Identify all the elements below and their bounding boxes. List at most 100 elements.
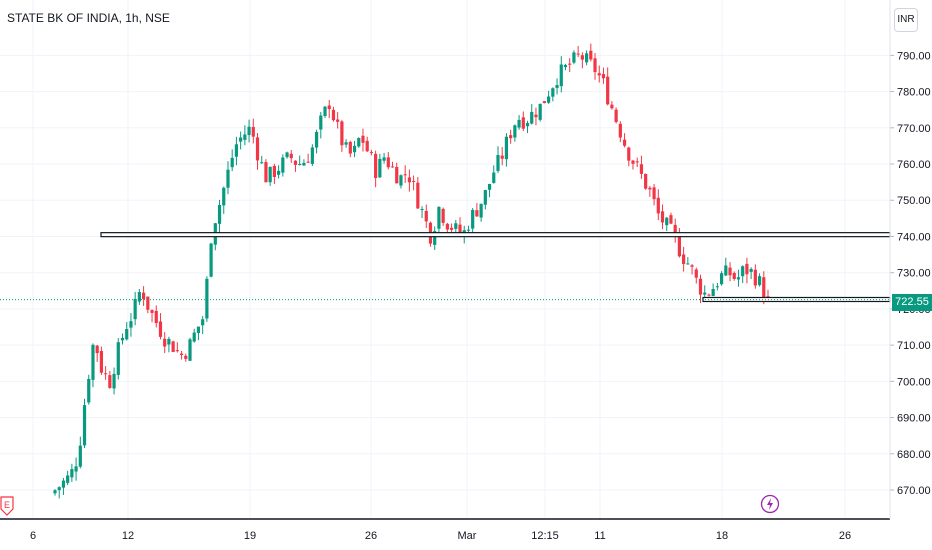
candle-body <box>576 53 580 55</box>
candle-body <box>412 180 416 182</box>
x-tick-label: 26 <box>365 530 377 542</box>
candle-body <box>369 152 374 154</box>
candle-body <box>534 114 538 118</box>
candle-body <box>175 350 179 352</box>
candle-body <box>87 378 91 403</box>
candle-body <box>251 127 255 137</box>
x-tick-label: 12:15 <box>531 530 559 542</box>
candle-body <box>551 88 555 97</box>
candle-body <box>378 158 382 178</box>
dividend-bolt-icon[interactable] <box>760 494 780 519</box>
candle-body <box>631 160 635 164</box>
candle-body <box>614 109 618 122</box>
x-tick-label: 6 <box>30 530 36 542</box>
candle-body <box>61 480 66 488</box>
currency-button[interactable]: INR <box>894 8 918 32</box>
candle-body <box>352 145 357 153</box>
candle-body <box>78 445 82 467</box>
candle-body <box>483 190 487 205</box>
candle-body <box>146 296 150 310</box>
candle-body <box>665 217 669 226</box>
candle-body <box>357 138 361 147</box>
candle-body <box>475 210 479 217</box>
candle-body <box>644 173 648 189</box>
candle-body <box>639 164 644 174</box>
candle-body <box>361 135 365 143</box>
candle-body <box>272 165 276 177</box>
candle-body <box>314 131 319 148</box>
candle-body <box>293 160 298 165</box>
candle-body <box>184 355 188 359</box>
candle-body <box>310 147 314 164</box>
candle-body <box>728 267 732 276</box>
candle-body <box>327 105 331 110</box>
candle-body <box>530 112 534 124</box>
candle-body <box>466 229 471 231</box>
candle-body <box>179 353 184 355</box>
candle-body <box>108 375 112 388</box>
candle-body <box>517 119 521 128</box>
x-tick-label: Mar <box>458 530 477 542</box>
candle-body <box>703 292 707 295</box>
x-tick-label: 11 <box>594 530 605 542</box>
candle-body <box>601 74 606 79</box>
earnings-e-icon[interactable]: E <box>0 496 14 521</box>
candle-body <box>188 339 192 361</box>
candle-body <box>525 123 530 127</box>
y-tick-label: 770.00 <box>897 123 931 135</box>
candle-body <box>196 326 201 334</box>
candle-body <box>458 224 462 235</box>
candle-body <box>386 157 390 168</box>
candle-body <box>572 52 576 63</box>
candle-body <box>306 161 310 163</box>
candle-body <box>559 64 563 87</box>
candle-body <box>217 204 222 224</box>
candle-body <box>449 227 454 230</box>
candle-body <box>513 125 517 138</box>
y-tick-label: 790.00 <box>897 50 931 62</box>
candle-body <box>437 206 441 229</box>
chart-grid <box>0 0 890 519</box>
candle-body <box>264 162 268 183</box>
candle-body <box>627 147 631 161</box>
candle-body <box>682 254 686 264</box>
candle-body <box>652 187 656 200</box>
candle-body <box>344 142 348 145</box>
candle-body <box>133 298 137 320</box>
candle-body <box>395 166 399 184</box>
candle-body <box>209 243 213 277</box>
candle-body <box>323 106 327 116</box>
candle-body <box>593 58 597 73</box>
price-axis: 670.00680.00690.00700.00710.00720.00730.… <box>0 0 931 520</box>
candle-body <box>736 277 741 280</box>
candle-body <box>757 276 762 286</box>
candle-body <box>635 161 639 163</box>
support-line <box>100 232 891 238</box>
candle-body <box>660 211 665 223</box>
candle-body <box>243 134 247 140</box>
x-tick-label: 19 <box>244 530 256 542</box>
support-lines <box>0 232 891 303</box>
candle-body <box>584 53 589 63</box>
candle-body <box>158 321 163 337</box>
candle-body <box>82 405 87 446</box>
candle-body <box>285 152 289 158</box>
candle-body <box>500 155 504 159</box>
candle-body <box>698 278 703 295</box>
candle-body <box>538 103 542 120</box>
candle-body <box>492 172 496 183</box>
candle-body <box>606 76 610 105</box>
candle-body <box>230 157 234 168</box>
candle-body <box>521 117 525 129</box>
candle-body <box>471 209 475 229</box>
candle-body <box>416 182 420 209</box>
candle-body <box>99 351 104 373</box>
candle-body <box>226 169 230 188</box>
candle-body <box>234 144 239 157</box>
y-tick-label: 730.00 <box>897 268 931 280</box>
candle-body <box>715 286 719 288</box>
candle-body <box>247 126 251 136</box>
candle-body <box>289 153 293 159</box>
candle-body <box>563 65 568 68</box>
